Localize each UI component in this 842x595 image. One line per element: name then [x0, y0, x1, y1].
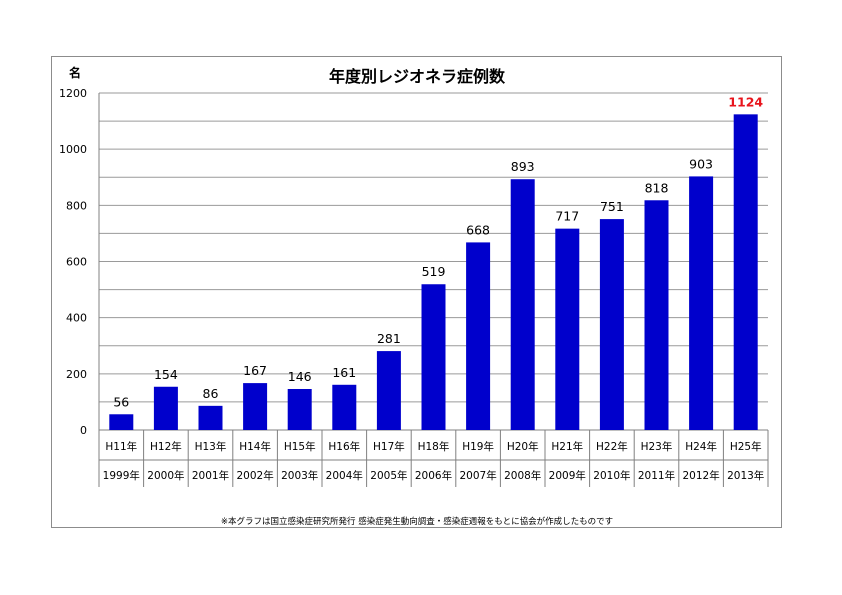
bar: [421, 284, 446, 430]
data-label: 893: [511, 159, 535, 174]
data-label: 903: [689, 156, 713, 171]
data-label: 154: [154, 367, 178, 382]
bar: [510, 179, 535, 430]
x-tick-label-era: H12年: [150, 440, 182, 453]
bar-series: [109, 114, 758, 431]
y-tick-label: 200: [66, 368, 87, 381]
y-axis-unit: 名: [69, 65, 81, 80]
x-axis: H11年 1999年 H12年 2000年 H13年 2001年 H14年 2002年 H15年…: [98, 430, 769, 487]
x-tick-label-year: 2010年: [593, 469, 630, 482]
y-tick-label: 1200: [59, 87, 87, 100]
x-tick-label-year: 2011年: [638, 469, 675, 482]
data-label: 1124: [728, 94, 763, 109]
x-tick-label-year: 2000年: [147, 469, 184, 482]
bar: [644, 200, 669, 430]
x-tick-label-year: 2009年: [549, 469, 586, 482]
y-tick-label: 400: [66, 312, 87, 325]
footnote: ※本グラフは国立感染症研究所発行 感染症発生動向調査・感染症週報をもとに協会が作…: [221, 516, 613, 527]
chart-frame: 56 154 86 167 146 161 281 519 668 893 717 751 818 903…: [51, 56, 782, 528]
bar-chart: 56 154 86 167 146 161 281 519 668 893 717 751 818 903…: [59, 65, 769, 527]
data-label: 281: [377, 331, 401, 346]
x-tick-label-year: 2006年: [415, 469, 452, 482]
x-tick-label-year: 2003年: [281, 469, 318, 482]
x-tick-label-era: H24年: [685, 440, 717, 453]
x-tick-label-era: H23年: [641, 440, 673, 453]
x-tick-label-era: H20年: [507, 440, 539, 453]
x-tick-label-era: H18年: [418, 440, 450, 453]
y-axis: 0 200 400 600 800 1000 1200: [59, 87, 100, 437]
bar: [466, 242, 491, 430]
x-tick-label-year: 2012年: [682, 469, 719, 482]
bar: [733, 114, 758, 431]
data-label: 86: [203, 386, 219, 401]
x-tick-label-era: H25年: [730, 440, 762, 453]
x-tick-label-era: H16年: [328, 440, 360, 453]
bar: [243, 383, 268, 430]
x-tick-label-era: H21年: [551, 440, 583, 453]
data-labels: 56 154 86 167 146 161 281 519 668 893 717 751 818 903…: [113, 94, 763, 409]
bar: [599, 219, 624, 430]
x-tick-label-era: H15年: [284, 440, 316, 453]
data-label: 56: [113, 394, 129, 409]
y-tick-label: 800: [66, 199, 87, 212]
bar: [287, 388, 312, 430]
bar: [332, 384, 357, 430]
x-tick-label-era: H14年: [239, 440, 271, 453]
y-tick-label: 1000: [59, 143, 87, 156]
x-tick-label-era: H11年: [105, 440, 137, 453]
bar: [376, 351, 401, 430]
y-tick-label: 600: [66, 256, 87, 269]
x-tick-label-year: 2002年: [236, 469, 273, 482]
bar: [689, 176, 714, 430]
bar: [555, 228, 580, 430]
data-label: 751: [600, 199, 624, 214]
x-tick-label-year: 2005年: [370, 469, 407, 482]
x-tick-label-year: 2008年: [504, 469, 541, 482]
bar: [198, 405, 223, 430]
x-tick-label-year: 2001年: [192, 469, 229, 482]
x-tick-label-era: H22年: [596, 440, 628, 453]
x-tick-label-era: H17年: [373, 440, 405, 453]
data-label: 161: [332, 365, 356, 380]
data-label: 167: [243, 363, 267, 378]
data-label: 717: [555, 209, 579, 224]
data-label: 519: [422, 264, 446, 279]
bar: [153, 386, 178, 430]
data-label: 818: [645, 180, 669, 195]
x-tick-label-year: 1999年: [103, 469, 140, 482]
data-label: 668: [466, 222, 490, 237]
x-tick-label-year: 2004年: [326, 469, 363, 482]
bar: [109, 414, 134, 430]
x-tick-label-year: 2007年: [459, 469, 496, 482]
x-tick-label-era: H13年: [195, 440, 227, 453]
x-tick-label-year: 2013年: [727, 469, 764, 482]
y-tick-label: 0: [80, 424, 87, 437]
x-tick-label-era: H19年: [462, 440, 494, 453]
data-label: 146: [288, 369, 312, 384]
chart-title: 年度別レジオネラ症例数: [329, 67, 506, 86]
